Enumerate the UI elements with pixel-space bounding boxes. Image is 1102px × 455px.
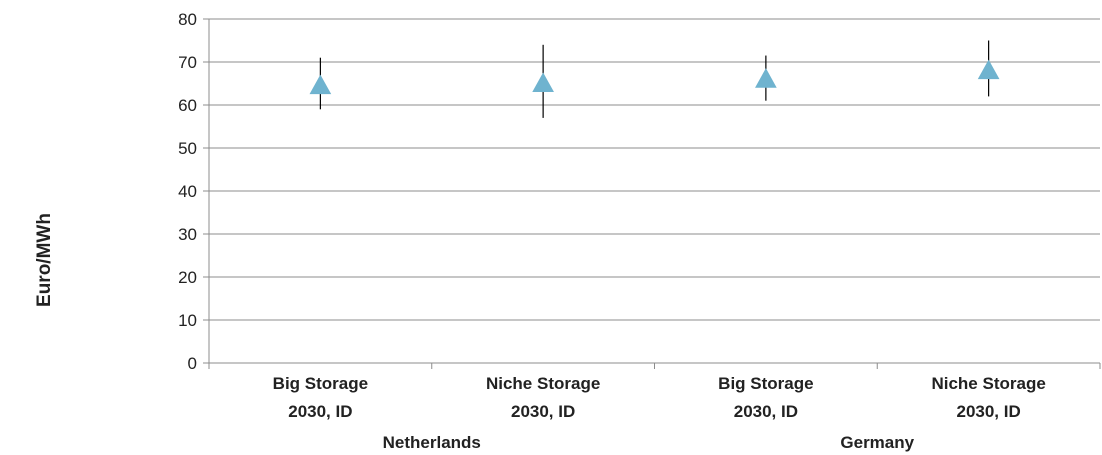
x-category-label-line1: Big Storage bbox=[718, 374, 813, 393]
x-category-label-line2: 2030, ID bbox=[956, 402, 1020, 421]
x-group-label: Netherlands bbox=[383, 433, 481, 452]
error-bars bbox=[319, 40, 990, 118]
data-point-triangle bbox=[755, 68, 777, 88]
x-category-label-line2: 2030, ID bbox=[734, 402, 798, 421]
data-point-triangle bbox=[309, 74, 332, 95]
x-category-label-line2: 2030, ID bbox=[511, 402, 575, 421]
y-axis-label: Euro/MWh bbox=[34, 213, 55, 307]
data-point-triangle bbox=[532, 72, 554, 92]
y-tick-label: 40 bbox=[178, 182, 197, 201]
x-group-label: Germany bbox=[840, 433, 914, 452]
y-tick-label: 50 bbox=[178, 139, 197, 158]
axes bbox=[203, 18, 1101, 369]
x-category-label-line1: Niche Storage bbox=[486, 374, 600, 393]
x-category-label-line2: 2030, ID bbox=[288, 402, 352, 421]
y-tick-label: 20 bbox=[178, 268, 197, 287]
y-tick-label: 10 bbox=[178, 311, 197, 330]
y-tick-labels: 0 10 20 30 40 50 60 70 80 bbox=[178, 10, 197, 373]
y-tick-label: 30 bbox=[178, 225, 197, 244]
data-markers bbox=[309, 59, 1000, 95]
data-point-triangle bbox=[977, 59, 1000, 80]
x-category-label-line1: Big Storage bbox=[273, 374, 368, 393]
x-group-labels: Netherlands Germany bbox=[383, 433, 915, 452]
y-tick-label: 60 bbox=[178, 96, 197, 115]
x-category-label-line1: Niche Storage bbox=[931, 374, 1045, 393]
gridlines bbox=[209, 18, 1100, 321]
y-tick-label: 0 bbox=[188, 354, 197, 373]
x-category-labels: Big Storage 2030, ID Niche Storage 2030, ID… bbox=[273, 374, 1046, 421]
y-tick-label: 70 bbox=[178, 53, 197, 72]
y-tick-label: 80 bbox=[178, 10, 197, 29]
